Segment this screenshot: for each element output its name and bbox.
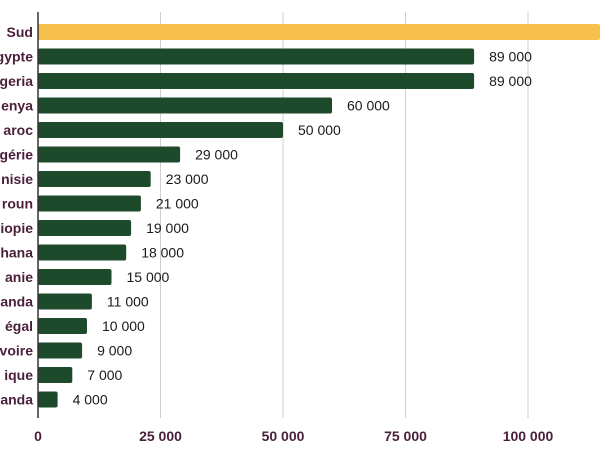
category-label: égal bbox=[5, 318, 33, 334]
value-label: 11 000 bbox=[107, 294, 149, 310]
x-tick-label: 25 000 bbox=[139, 428, 182, 444]
category-label: enya bbox=[1, 98, 33, 114]
x-axis-ticks: 0 25 000 50 000 75 000 100 000 bbox=[34, 428, 553, 444]
value-label: 10 000 bbox=[102, 318, 145, 334]
bar bbox=[38, 342, 83, 359]
category-label: aroc bbox=[3, 122, 33, 138]
value-labels: 89 000 89 000 60 000 50 000 29 000 23 000 21 0… bbox=[73, 49, 533, 408]
bar bbox=[38, 367, 73, 383]
category-label: geria bbox=[0, 73, 33, 89]
x-tick-label: 0 bbox=[34, 428, 42, 444]
category-label: nisie bbox=[1, 171, 33, 187]
category-label: gérie bbox=[0, 147, 33, 163]
value-label: 50 000 bbox=[298, 122, 341, 138]
bar bbox=[38, 97, 332, 114]
bar bbox=[38, 122, 283, 138]
bars bbox=[38, 24, 600, 408]
category-label: anda bbox=[0, 392, 33, 408]
bar bbox=[38, 146, 181, 163]
bar bbox=[38, 318, 87, 334]
grid-lines bbox=[160, 12, 529, 418]
value-label: 89 000 bbox=[489, 49, 532, 65]
value-label: 7 000 bbox=[87, 367, 122, 383]
value-label: 18 000 bbox=[141, 245, 184, 261]
bar bbox=[38, 195, 141, 212]
bar bbox=[38, 171, 151, 187]
value-label: 89 000 bbox=[489, 73, 532, 89]
bar bbox=[38, 244, 127, 261]
value-label: 19 000 bbox=[146, 220, 189, 236]
x-tick-label: 75 000 bbox=[384, 428, 427, 444]
value-label: 29 000 bbox=[195, 147, 238, 163]
bar bbox=[38, 293, 92, 310]
value-label: 23 000 bbox=[166, 171, 209, 187]
category-label: iopie bbox=[0, 220, 33, 236]
bar bbox=[38, 269, 112, 285]
bar bbox=[38, 73, 475, 89]
category-label: ique bbox=[4, 367, 33, 383]
bar bbox=[38, 220, 132, 236]
x-tick-label: 50 000 bbox=[262, 428, 305, 444]
category-label: Sud bbox=[7, 24, 33, 40]
category-label: anie bbox=[5, 269, 33, 285]
category-label: roun bbox=[2, 196, 33, 212]
bar bbox=[38, 391, 58, 408]
x-tick-label: 100 000 bbox=[503, 428, 554, 444]
value-label: 60 000 bbox=[347, 98, 390, 114]
value-label: 9 000 bbox=[97, 343, 132, 359]
value-label: 4 000 bbox=[73, 392, 108, 408]
value-label: 15 000 bbox=[127, 269, 170, 285]
category-labels: Sud gypte geria enya aroc gérie nisie roun iopie… bbox=[0, 24, 33, 408]
bar bbox=[38, 48, 475, 65]
category-label: gypte bbox=[0, 49, 33, 65]
bar bbox=[38, 24, 600, 40]
category-label: hana bbox=[0, 245, 33, 261]
category-label: voire bbox=[0, 343, 33, 359]
value-label: 21 000 bbox=[156, 196, 199, 212]
category-label: anda bbox=[0, 294, 33, 310]
